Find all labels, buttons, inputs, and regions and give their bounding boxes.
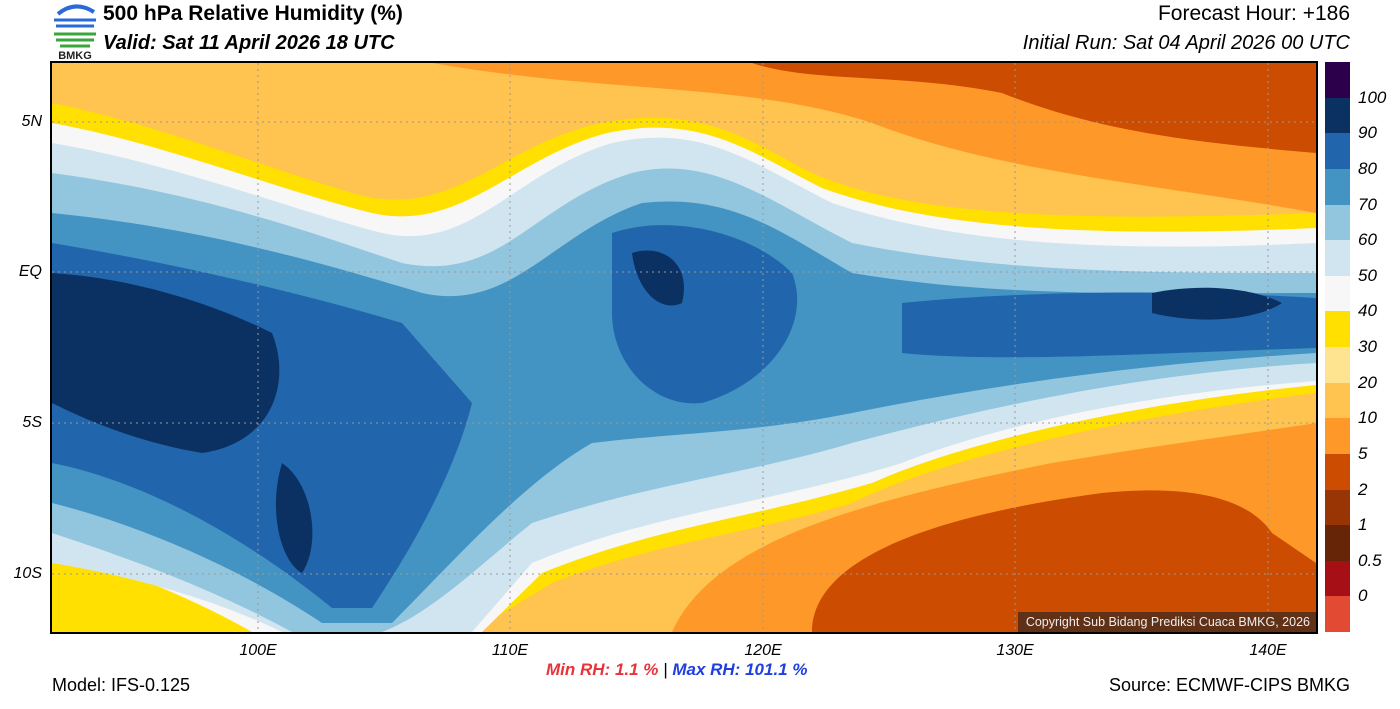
colorbar-bin (1325, 240, 1350, 276)
very-dry-zone-north (752, 63, 1316, 153)
model-name: Model: IFS-0.125 (52, 675, 191, 695)
svg-text:BMKG: BMKG (58, 50, 92, 60)
colorbar-label: 40 (1358, 301, 1377, 321)
colorbar-label: 1 (1358, 515, 1368, 535)
copyright-notice: Copyright Sub Bidang Prediksi Cuaca BMKG… (1017, 612, 1316, 632)
lat-label-eq: EQ (18, 263, 42, 280)
humidity-map: Copyright Sub Bidang Prediksi Cuaca BMKG… (50, 61, 1318, 634)
lon-label-130e: 130E (996, 642, 1034, 659)
colorbar-bin (1325, 168, 1350, 205)
lon-label-100e: 100E (239, 642, 277, 659)
max-rh-value: 101.1 % (745, 660, 808, 679)
colorbar-label: 0.5 (1358, 550, 1382, 570)
very-dry-zone-south (812, 490, 1316, 632)
lon-label-140e: 140E (1249, 642, 1287, 659)
colorbar-bin (1325, 596, 1350, 632)
colorbar-bin (1325, 453, 1350, 490)
colorbar-bin (1325, 311, 1350, 347)
max-rh-label: Max RH: (672, 660, 741, 679)
forecast-hour: Forecast Hour: +186 (1157, 2, 1350, 25)
lat-label-5s: 5S (22, 414, 42, 431)
colorbar-bin (1325, 97, 1350, 134)
colorbar-bin (1325, 560, 1350, 597)
colorbar-bin (1325, 275, 1350, 312)
data-source: Source: ECMWF-CIPS BMKG (1108, 675, 1350, 695)
colorbar-label: 80 (1358, 158, 1377, 178)
colorbar-bin (1325, 133, 1350, 169)
band-90-100-south (275, 463, 313, 573)
band-90-100-east (1152, 287, 1282, 320)
lon-label-110e: 110E (491, 642, 529, 659)
humidity-field (52, 63, 1316, 632)
band-90-100-central (632, 250, 684, 306)
colorbar-bin (1325, 204, 1350, 241)
stats-separator: | (663, 660, 668, 679)
colorbar-bin (1325, 62, 1350, 98)
lon-label-120e: 120E (744, 642, 782, 659)
min-rh-value: 1.1 % (614, 660, 659, 679)
colorbar-label: 10 (1358, 408, 1377, 428)
colorbar-label: 20 (1358, 372, 1377, 392)
colorbar (1325, 62, 1350, 632)
rh-stats: Min RH: 1.1 % | Max RH: 101.1 % (546, 660, 807, 680)
colorbar-bin (1325, 525, 1350, 561)
colorbar-bin (1325, 418, 1350, 454)
bmkg-logo: BMKG (54, 4, 96, 60)
colorbar-label: 70 (1358, 194, 1377, 214)
colorbar-label: 2 (1358, 479, 1368, 499)
initial-run: Initial Run: Sat 04 April 2026 00 UTC (1022, 32, 1350, 54)
colorbar-bin (1325, 347, 1350, 383)
colorbar-label: 100 (1358, 87, 1387, 107)
colorbar-label: 50 (1358, 265, 1377, 285)
min-rh-label: Min RH: (546, 660, 611, 679)
colorbar-label: 30 (1358, 337, 1377, 356)
colorbar-label: 0 (1358, 586, 1368, 606)
colorbar-label: 5 (1358, 443, 1368, 463)
valid-time: Valid: Sat 11 April 2026 18 UTC (103, 32, 395, 54)
lat-label-5n: 5N (21, 113, 42, 130)
colorbar-bin (1325, 382, 1350, 419)
map-title: 500 hPa Relative Humidity (%) (103, 2, 403, 25)
lat-label-10s: 10S (13, 565, 42, 582)
colorbar-label: 60 (1358, 230, 1377, 250)
colorbar-label: 90 (1358, 123, 1377, 143)
band-90-100-west (52, 273, 280, 453)
grid-lines (52, 63, 1316, 632)
colorbar-bin (1325, 489, 1350, 526)
